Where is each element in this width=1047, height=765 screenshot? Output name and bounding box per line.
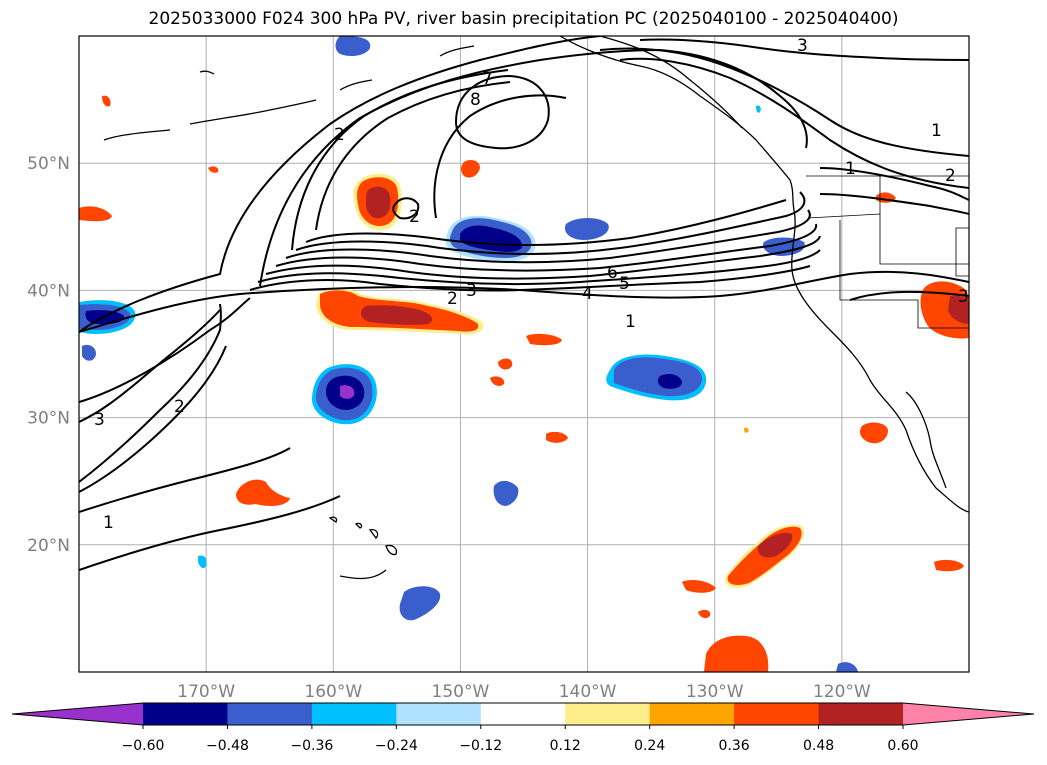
latitude-tick-label: 50°N [27, 154, 70, 174]
positive-anomaly-blob [546, 431, 568, 443]
contour-labels: 1 2 3 4 5 6 7 8 3 1 1 2 2 3 2 1 3 2 [94, 36, 969, 533]
longitude-tick-label: 160°W [304, 682, 362, 702]
colorbar-segment [649, 703, 735, 725]
positive-anomaly-blob [490, 376, 505, 386]
contour-label: 6 [607, 263, 618, 283]
negative-anomaly-blob [335, 36, 371, 56]
colorbar-segment [311, 703, 397, 725]
contour-label: 3 [94, 410, 105, 430]
positive-anomaly-blob-coast [920, 281, 969, 339]
colorbar-segment [143, 703, 228, 725]
contour-label: 8 [470, 90, 481, 110]
colorbar-tick-label: −0.24 [375, 738, 418, 754]
positive-anomaly-blob [744, 427, 749, 433]
contour-label: 1 [931, 121, 942, 141]
coastlines [103, 36, 969, 580]
contour-label: 7 [482, 69, 493, 89]
longitude-tick-label: 140°W [559, 682, 617, 702]
negative-anomaly-blob [399, 586, 441, 621]
colorbar-tick-label: 0.60 [887, 738, 918, 754]
contour-label: 2 [174, 397, 185, 417]
longitude-tick-label: 130°W [686, 682, 744, 702]
map-frame [78, 35, 970, 673]
negative-anomaly-blob [493, 480, 519, 506]
positive-anomaly-blob [682, 580, 716, 593]
contour-label: 2 [409, 207, 420, 227]
latitude-tick-label: 30°N [27, 409, 70, 429]
positive-anomaly-blob [461, 160, 480, 178]
colorbar-segment [480, 703, 566, 725]
colorbar-tick-label: −0.12 [459, 738, 502, 754]
colorbar-segment [565, 703, 651, 725]
longitude-tick-label: 150°W [432, 682, 490, 702]
positive-anomaly-blob [498, 358, 513, 370]
positive-anomaly-blob [704, 635, 769, 672]
positive-anomaly-blob [208, 166, 219, 173]
latitude-tick-label: 20°N [27, 536, 70, 556]
positive-anomaly-blob [102, 95, 111, 107]
positive-anomaly-blob [698, 609, 711, 619]
graticule [79, 36, 969, 672]
colorbar-tick-label: −0.60 [122, 738, 165, 754]
map-panel [79, 36, 969, 672]
negative-anomaly-blob [564, 218, 609, 240]
colorbar-segment [227, 703, 313, 725]
colorbar-tick-label: 0.48 [803, 738, 834, 754]
colorbar-min-extend [12, 703, 143, 725]
colorbar: −0.60 −0.48 −0.36 −0.24 −0.12 0.12 0.24 0.36 0.4… [11, 702, 1035, 754]
negative-anomaly-blob [762, 237, 805, 256]
colorbar-tick-label: 0.24 [634, 738, 665, 754]
negative-anomaly-blob [836, 662, 858, 672]
longitude-labels: 170°W 160°W 150°W 140°W 130°W 120°W [177, 682, 871, 702]
contour-label: 2 [945, 166, 956, 186]
positive-anomaly-blob [236, 479, 290, 506]
contour-label: 1 [103, 513, 114, 533]
longitude-tick-label: 170°W [177, 682, 235, 702]
colorbar-segment [734, 703, 820, 725]
negative-anomaly-blob-central [312, 364, 377, 425]
negative-anomaly-blob [756, 105, 761, 113]
colorbar-segment [396, 703, 482, 725]
contour-label: 3 [797, 36, 808, 56]
positive-anomaly-blob-south [725, 524, 805, 588]
contour-label: 2 [447, 289, 458, 309]
contour-label: 1 [845, 159, 856, 179]
positive-anomaly-blob [860, 422, 888, 444]
colorbar-tick-label: 0.12 [550, 738, 581, 754]
contour-label: 1 [625, 312, 636, 332]
positive-anomaly-blob-north-central [353, 173, 402, 230]
contour-label: 2 [334, 125, 345, 145]
colorbar-max-extend [903, 703, 1034, 725]
contour-label: 4 [582, 284, 593, 304]
negative-anomaly-blob-east-pacific [606, 354, 707, 401]
contour-label: 3 [958, 287, 969, 307]
pv-contours [79, 36, 969, 571]
contour-label: 3 [466, 281, 477, 301]
latitude-tick-label: 40°N [27, 281, 70, 301]
figure-title: 2025033000 F024 300 hPa PV, river basin … [148, 9, 899, 29]
contour-label: 5 [619, 274, 630, 294]
colorbar-segment [818, 703, 904, 725]
longitude-tick-label: 120°W [813, 682, 871, 702]
positive-anomaly-blob [526, 333, 562, 346]
positive-anomaly-blob [79, 206, 112, 222]
colorbar-tick-label: −0.36 [290, 738, 333, 754]
negative-anomaly-blob [82, 344, 96, 361]
positive-anomaly-blob [934, 559, 964, 572]
colorbar-tick-label: −0.48 [206, 738, 249, 754]
colorbar-tick-label: 0.36 [719, 738, 750, 754]
positive-anomaly-band [316, 288, 484, 335]
latitude-labels: 50°N 40°N 30°N 20°N [27, 154, 70, 556]
negative-anomaly-blob [198, 555, 207, 569]
